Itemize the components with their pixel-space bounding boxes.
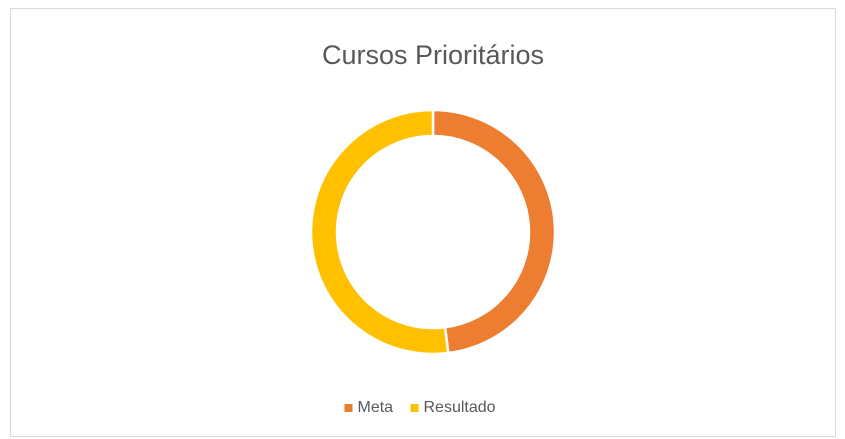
legend-swatch (344, 404, 353, 412)
legend-label: Resultado (424, 399, 496, 416)
chart-frame (10, 8, 836, 437)
legend-swatch (410, 404, 419, 412)
donut-segment (309, 108, 450, 356)
legend-label: Meta (358, 399, 394, 416)
chart-title: Cursos Prioritários (322, 40, 544, 70)
